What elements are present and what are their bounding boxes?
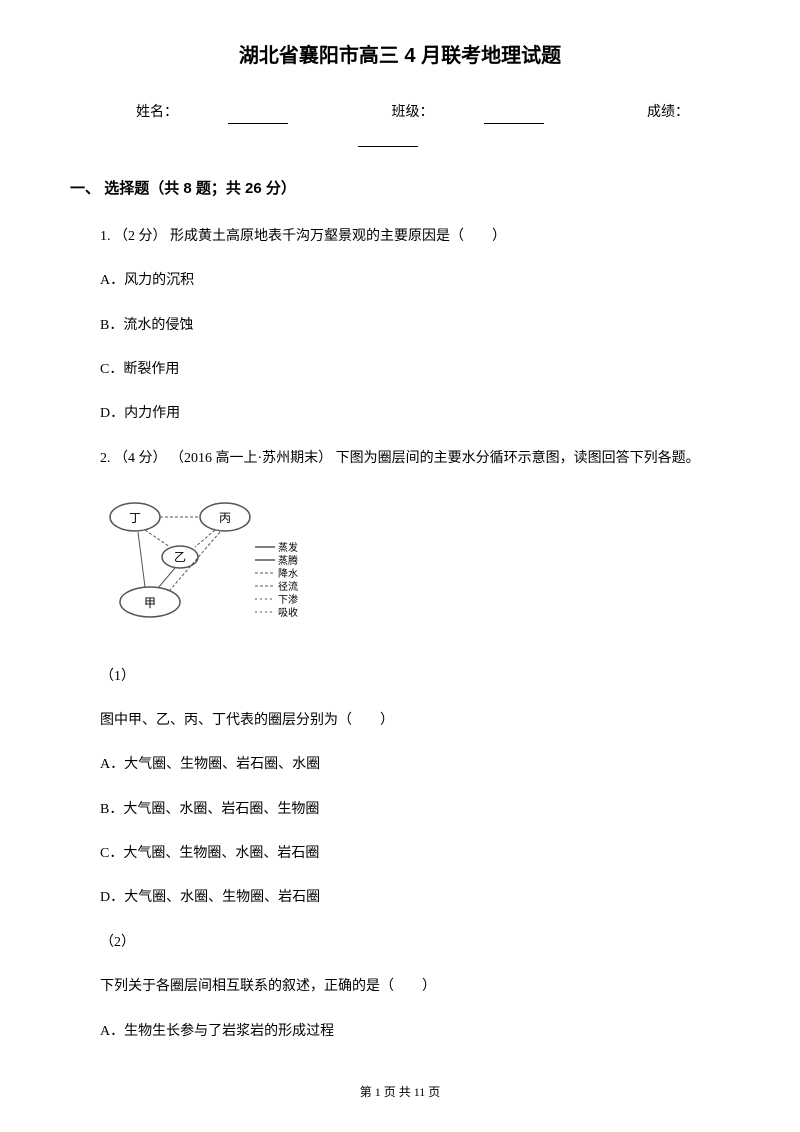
legend-1: 蒸发 [278,541,298,554]
q2-sub2-number: （2） [100,932,730,954]
legend-4: 径流 [278,580,298,593]
section-header: 一、 选择题（共 8 题；共 26 分） [70,177,730,201]
q1-option-d: D．内力作用 [100,403,730,425]
legend-6: 吸收 [278,606,298,619]
score-label: 成绩： [647,105,689,120]
class-field: 班级： [367,105,569,120]
q2-text: 2. （4 分） （2016 高一上·苏州期末） 下图为圈层间的主要水分循环示意… [100,448,730,470]
legend-5: 下渗 [278,593,298,606]
q2-sub1-option-b: B．大气圈、水圈、岩石圈、生物圈 [100,799,730,821]
q2-sub1-text: 图中甲、乙、丙、丁代表的圈层分别为（ ） [100,710,730,732]
name-blank [228,123,288,124]
class-label: 班级： [392,105,434,120]
question-1: 1. （2 分） 形成黄土高原地表千沟万壑景观的主要原因是（ ） A．风力的沉积… [100,226,730,1043]
legend-2: 蒸腾 [278,554,298,567]
q1-option-a: A．风力的沉积 [100,270,730,292]
q2-sub2-option-a: A．生物生长参与了岩浆岩的形成过程 [100,1021,730,1043]
diagram-node-ding: 丁 [129,511,141,525]
q1-stem: 形成黄土高原地表千沟万壑景观的主要原因是（ ） [170,229,506,244]
q2-points: （4 分） [114,451,167,466]
q1-number: 1. [100,229,111,244]
q2-number: 2. [100,451,111,466]
page-footer: 第 1 页 共 11 页 [70,1083,730,1102]
q2-sub1-option-a: A．大气圈、生物圈、岩石圈、水圈 [100,754,730,776]
q2-diagram: 丁 丙 乙 甲 蒸发 蒸腾 降水 径流 下渗 吸收 [100,492,730,640]
q2-sub1-number: （1） [100,666,730,688]
q1-option-b: B．流水的侵蚀 [100,315,730,337]
header-fields: 姓名： 班级： 成绩： [70,102,730,147]
q2-sub2-text: 下列关于各圈层间相互联系的叙述，正确的是（ ） [100,976,730,998]
q1-points: （2 分） [114,229,167,244]
q2-source: （2016 高一上·苏州期末） [170,451,332,466]
page-title: 湖北省襄阳市高三 4 月联考地理试题 [70,40,730,72]
class-blank [484,123,544,124]
q1-option-c: C．断裂作用 [100,359,730,381]
q2-stem: 下图为圈层间的主要水分循环示意图，读图回答下列各题。 [336,451,700,466]
section-number: 一、 [70,180,100,197]
score-blank [358,146,418,147]
name-label: 姓名： [136,105,178,120]
q2-sub1-option-d: D．大气圈、水圈、生物圈、岩石圈 [100,887,730,909]
q2-sub1-option-c: C．大气圈、生物圈、水圈、岩石圈 [100,843,730,865]
section-title: 选择题（共 8 题；共 26 分） [104,180,296,197]
q1-text: 1. （2 分） 形成黄土高原地表千沟万壑景观的主要原因是（ ） [100,226,730,248]
diagram-node-yi: 乙 [174,550,186,564]
legend-3: 降水 [278,567,298,580]
diagram-node-jia: 甲 [144,596,156,610]
name-field: 姓名： [111,105,313,120]
diagram-node-bing: 丙 [219,511,231,525]
